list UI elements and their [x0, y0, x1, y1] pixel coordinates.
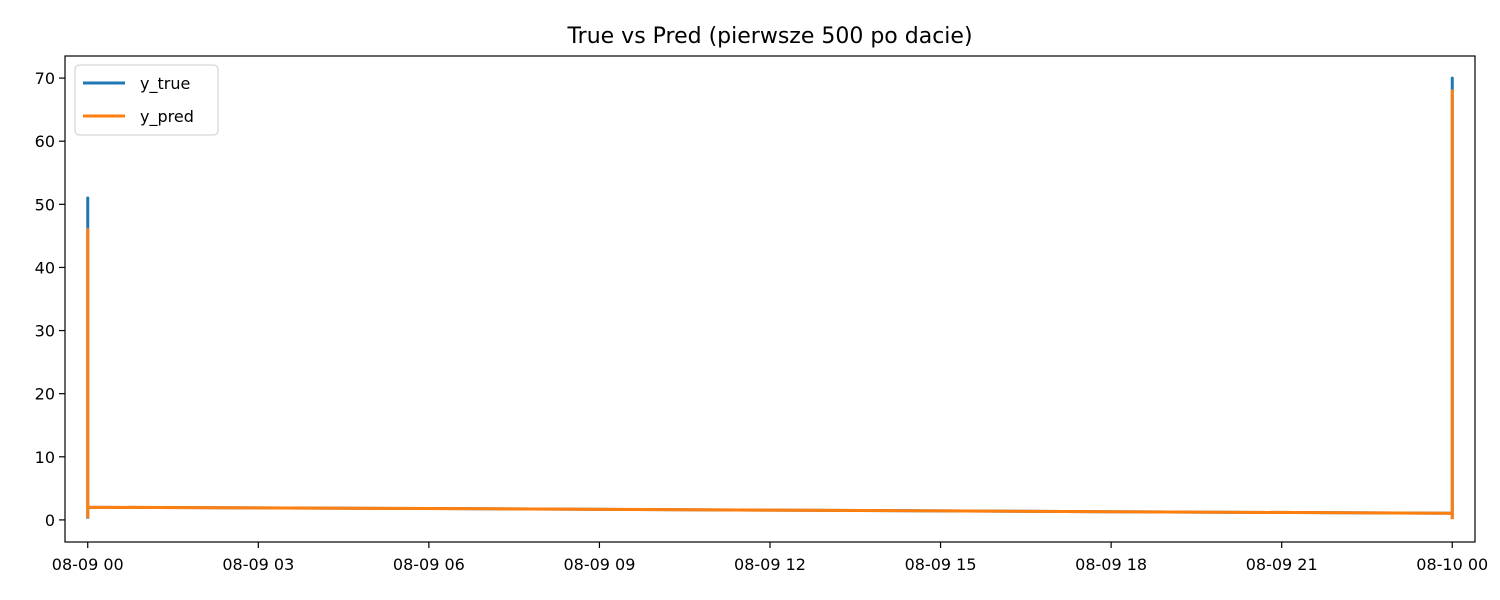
y-tick-label: 20	[35, 385, 55, 404]
axes: 08-09 00 08-09 03 08-09 06 08-09 09 08-09 12…	[35, 69, 1489, 574]
y-tick-label: 50	[35, 195, 55, 214]
x-tick-label: 08-10 00	[1416, 555, 1488, 574]
x-tick-label: 08-09 00	[52, 555, 124, 574]
x-tick-label: 08-09 03	[222, 555, 294, 574]
x-tick-label: 08-09 12	[734, 555, 806, 574]
x-tick-label: 08-09 15	[905, 555, 977, 574]
plot-area	[86, 76, 1454, 520]
y-tick-label: 10	[35, 448, 55, 467]
y-tick-label: 60	[35, 132, 55, 151]
y-tick-label: 30	[35, 322, 55, 341]
chart-title: True vs Pred (pierwsze 500 po dacie)	[566, 24, 972, 49]
series-line-y-pred	[86, 89, 1454, 520]
x-tick-label: 08-09 06	[393, 555, 465, 574]
legend: y_true y_pred	[74, 64, 219, 136]
y-tick-label: 40	[35, 258, 55, 277]
y-tick-label: 70	[35, 69, 55, 88]
x-tick-label: 08-09 18	[1075, 555, 1147, 574]
x-tick-label: 08-09 09	[563, 555, 635, 574]
x-tick-label: 08-09 21	[1246, 555, 1318, 574]
legend-label-y-true: y_true	[140, 74, 190, 94]
y-tick-label: 0	[45, 511, 55, 530]
legend-label-y-pred: y_pred	[140, 107, 194, 127]
